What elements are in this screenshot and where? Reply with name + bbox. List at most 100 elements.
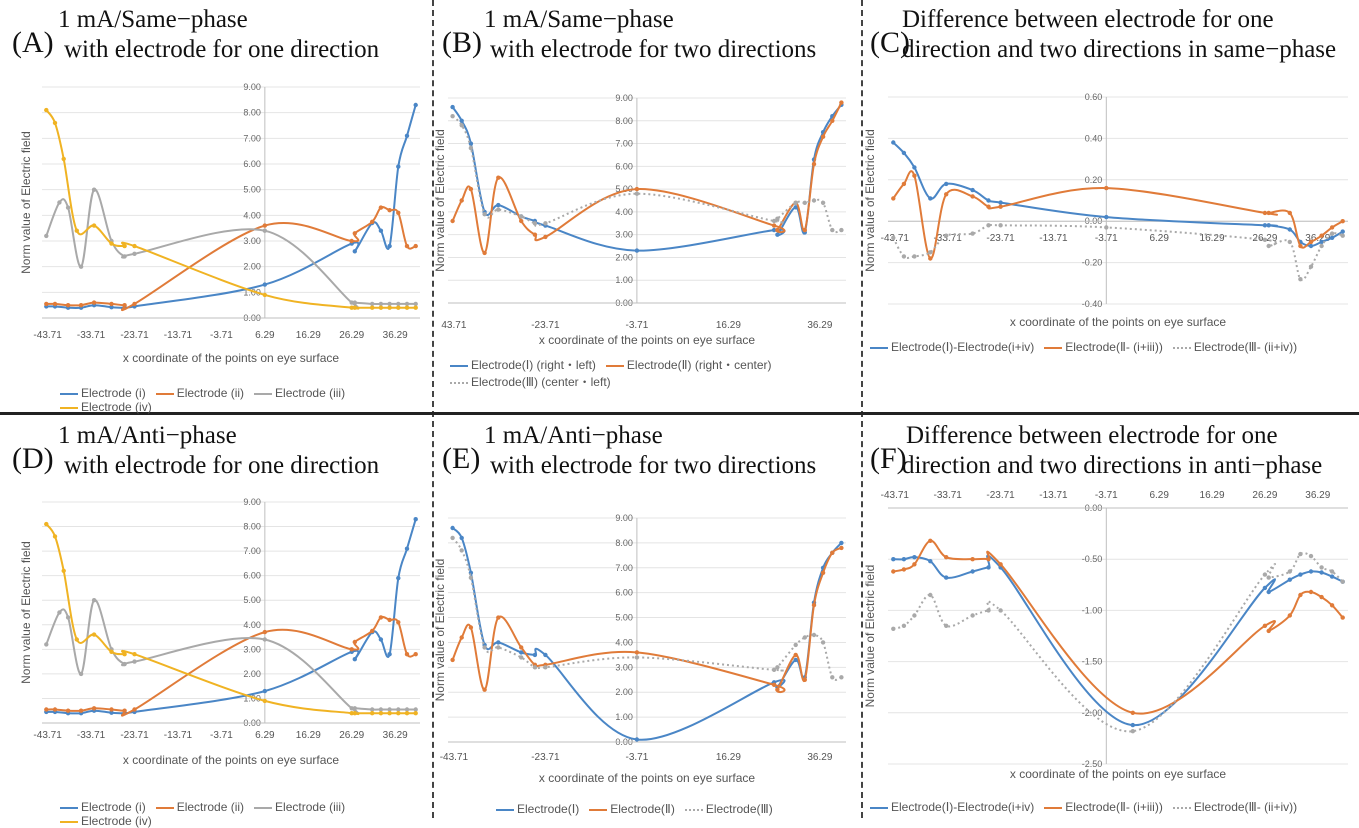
x-axis-title: x coordinate of the points on eye surfac… — [123, 753, 339, 767]
legend-label: Electrode(Ⅰ) — [517, 802, 580, 816]
legend-label: Electrode (iii) — [275, 386, 346, 400]
data-point — [65, 303, 71, 308]
data-point — [839, 675, 844, 680]
data-point — [1287, 227, 1292, 232]
data-point — [901, 150, 907, 156]
data-point — [352, 300, 357, 305]
y-axis-title: Norm value of Electric field — [19, 541, 33, 684]
data-point — [378, 711, 384, 716]
panel-B: (B) 1 mA/Same−phase with electrode for two… — [433, 0, 859, 412]
data-point — [496, 615, 501, 620]
y-tick-label: 4.00 — [615, 207, 633, 217]
data-point — [378, 637, 384, 642]
data-point — [44, 233, 49, 239]
data-point — [352, 711, 357, 716]
data-point — [122, 243, 127, 249]
data-point — [928, 250, 933, 255]
x-axis-title: x coordinate of the points on eye surfac… — [539, 333, 755, 347]
data-point — [1287, 569, 1292, 574]
legend-item: Electrode (ii) — [155, 800, 244, 814]
data-point — [793, 200, 798, 205]
data-point — [78, 708, 84, 713]
x-tick-label: -23.71 — [531, 320, 560, 331]
series-line-1 — [893, 554, 1344, 727]
legend-label: Electrode(Ⅰ) (right・left) — [471, 358, 596, 372]
legend-swatch — [684, 808, 703, 811]
data-point — [450, 218, 455, 224]
chart-title-line-2: with electrode for two directions — [490, 452, 817, 479]
data-point — [634, 186, 640, 192]
x-tick-label: -13.71 — [164, 730, 193, 741]
data-point — [771, 682, 777, 687]
legend-item: Electrode (iv) — [60, 400, 152, 414]
vertical-divider-right — [861, 0, 863, 818]
data-point — [771, 223, 777, 228]
data-point — [44, 107, 49, 113]
data-point — [839, 540, 844, 546]
data-point — [986, 204, 991, 209]
data-point — [1308, 239, 1314, 245]
data-point — [262, 688, 267, 694]
y-tick-label: 9.00 — [615, 93, 633, 103]
data-point — [1319, 239, 1324, 245]
data-point — [44, 301, 49, 307]
data-point — [771, 667, 777, 672]
data-point — [65, 205, 71, 210]
panel-C: (C) Difference between electrode for one d… — [863, 0, 1359, 412]
data-point — [413, 301, 418, 307]
series-line-1 — [451, 527, 843, 741]
y-tick-label: 8.00 — [243, 108, 261, 118]
data-point — [1266, 628, 1271, 634]
data-point — [132, 652, 137, 657]
data-point — [1298, 551, 1303, 557]
data-point — [262, 698, 267, 704]
data-point — [468, 186, 474, 192]
y-tick-label: 6.00 — [615, 588, 633, 598]
chart-title-line-2: with electrode for one direction — [64, 452, 380, 479]
data-point — [468, 141, 474, 146]
data-point — [1319, 233, 1324, 238]
data-point — [1287, 613, 1292, 618]
y-tick-label: 1.00 — [243, 287, 261, 297]
y-tick-label: -2.50 — [1082, 759, 1103, 769]
y-tick-label: 3.00 — [243, 236, 261, 246]
data-point — [998, 204, 1003, 209]
x-tick-label: 6.29 — [255, 730, 275, 741]
x-tick-label: 16.29 — [1200, 233, 1225, 244]
data-point — [532, 221, 538, 226]
x-tick-label: -13.71 — [164, 330, 193, 341]
legend-label: Electrode(Ⅲ) (center・left) — [471, 375, 611, 389]
x-tick-label: -3.71 — [625, 320, 648, 331]
data-point — [1329, 603, 1335, 608]
legend-item: Electrode(Ⅱ) (right・center) — [605, 356, 772, 373]
data-point — [262, 228, 267, 233]
data-point — [109, 241, 114, 246]
data-point — [65, 615, 71, 620]
legend-swatch — [450, 364, 468, 367]
panel-A: (A) 1 mA/Same−phase with electrode for one… — [0, 0, 430, 414]
data-point — [387, 301, 392, 307]
data-point — [404, 711, 410, 716]
data-point — [413, 102, 418, 108]
chart-title-line-2: with electrode for one direction — [64, 36, 380, 63]
y-tick-label: 7.00 — [615, 563, 633, 573]
legend-label: Electrode (iv) — [81, 814, 152, 828]
y-tick-label: 4.00 — [243, 210, 261, 220]
legend-item: Electrode(Ⅲ) — [684, 802, 773, 816]
data-point — [912, 254, 917, 259]
legend-item: Electrode(Ⅱ- (i+iii)) — [1044, 800, 1163, 814]
x-tick-label: -43.71 — [440, 752, 469, 763]
data-point — [1130, 722, 1135, 728]
data-point — [891, 569, 896, 574]
data-point — [928, 196, 933, 201]
x-tick-label: 16.29 — [296, 330, 321, 341]
data-point — [1329, 225, 1335, 230]
chart-title-line-1: Difference between electrode for one — [902, 6, 1274, 33]
x-tick-label: -33.71 — [934, 233, 963, 244]
data-point — [986, 557, 991, 562]
legend-item: Electrode(Ⅰ) — [496, 802, 579, 816]
data-point — [378, 707, 384, 712]
data-point — [482, 687, 487, 692]
data-point — [396, 301, 401, 307]
data-point — [519, 214, 524, 219]
